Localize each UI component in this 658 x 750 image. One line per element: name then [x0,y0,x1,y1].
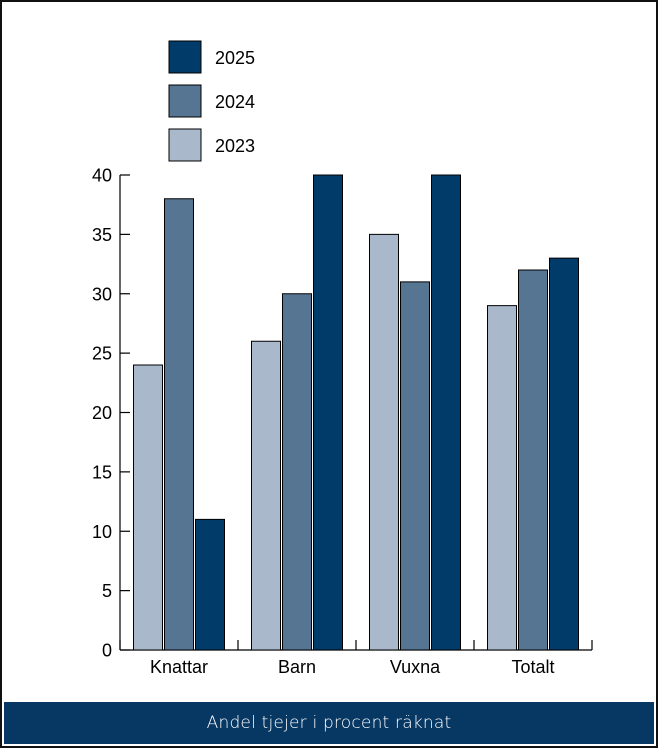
y-tick-label: 30 [92,284,112,304]
y-tick-label: 5 [102,581,112,601]
bar-2023-vuxna [369,233,399,651]
bar-2024-totalt [518,269,548,651]
legend-label-2025: 2025 [215,48,255,68]
legend: 2025 2024 2023 [168,40,255,162]
bar-2023-barn [251,340,281,651]
bar-2025-barn [313,174,343,651]
bar-2025-totalt [549,257,579,651]
bar-2024-vuxna [400,281,430,651]
y-tick-label: 25 [92,344,112,364]
bar-2024-knattar [164,198,194,651]
y-tick-label: 20 [92,403,112,423]
x-category-label: Vuxna [390,657,441,677]
chart-caption: Andel tjejer i procent räknat [206,713,452,733]
bars [133,174,579,651]
bar-2023-totalt [487,305,517,651]
y-tick-label: 10 [92,522,112,542]
x-category-label: Totalt [511,657,554,677]
legend-swatch-2023 [168,128,202,162]
y-tick-label: 15 [92,462,112,482]
y-tick-label: 0 [102,641,112,661]
legend-label-2024: 2024 [215,92,255,112]
x-category-label: Barn [278,657,316,677]
y-axis: 0 5 10 15 20 25 30 35 40 [92,166,130,661]
bar-2023-knattar [133,364,163,651]
caption-bar: Andel tjejer i procent räknat [4,702,654,744]
legend-swatch-2025 [168,40,202,74]
y-tick-label: 35 [92,225,112,245]
bar-2025-vuxna [431,174,461,651]
bar-2025-knattar [195,518,225,651]
legend-label-2023: 2023 [215,136,255,156]
bar-2024-barn [282,293,312,651]
legend-swatch-2024 [168,84,202,118]
x-category-label: Knattar [150,657,208,677]
y-tick-label: 40 [92,166,112,186]
